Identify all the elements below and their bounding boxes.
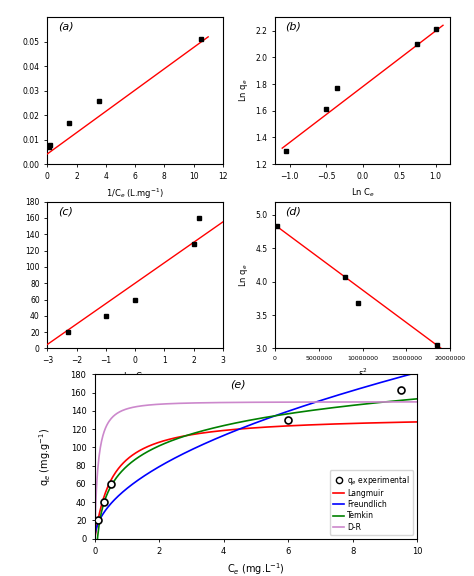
Text: (e): (e) [230, 380, 246, 389]
Langmuir [92, 533, 98, 540]
Freundlich [247, 422, 253, 429]
Temkin [414, 395, 420, 402]
Langmuir [407, 419, 412, 426]
q$_e$ experimental [398, 386, 404, 393]
Temkin [245, 417, 251, 424]
Freundlich [245, 422, 251, 429]
Line: q$_e$ experimental: q$_e$ experimental [94, 386, 404, 524]
Text: (c): (c) [58, 206, 73, 216]
D-R [407, 399, 412, 406]
Legend: q$_e$ experimental, Langmuir, Freundlich, Temkin, D-R: q$_e$ experimental, Langmuir, Freundlich… [330, 471, 413, 535]
Temkin [407, 396, 412, 403]
q$_e$ experimental [101, 499, 107, 506]
X-axis label: C$_e$ (mg.L$^{-1}$): C$_e$ (mg.L$^{-1}$) [227, 562, 285, 576]
Freundlich [266, 414, 272, 421]
X-axis label: 1/C$_e$ (L.mg$^{-1}$): 1/C$_e$ (L.mg$^{-1}$) [106, 187, 164, 201]
Text: (a): (a) [58, 22, 73, 32]
D-R [247, 399, 253, 406]
Freundlich [414, 369, 420, 376]
q$_e$ experimental [108, 480, 114, 487]
q$_e$ experimental [285, 416, 291, 423]
X-axis label: Ln C$_e$: Ln C$_e$ [123, 371, 147, 383]
Freundlich [92, 530, 98, 537]
D-R [284, 399, 290, 406]
Temkin [266, 414, 272, 420]
Langmuir [245, 425, 251, 432]
Text: (d): (d) [285, 206, 301, 216]
Langmuir [356, 420, 362, 427]
Line: Temkin: Temkin [95, 399, 417, 576]
Y-axis label: Ln q$_e$: Ln q$_e$ [237, 263, 250, 287]
Langmuir [247, 425, 253, 431]
D-R [266, 399, 272, 406]
q$_e$ experimental [95, 517, 101, 524]
Text: (b): (b) [285, 22, 301, 32]
X-axis label: ε$^2$: ε$^2$ [358, 367, 367, 379]
Line: D-R: D-R [95, 402, 417, 525]
D-R [414, 399, 420, 406]
Y-axis label: q$_e$ (mg.g$^{-1}$): q$_e$ (mg.g$^{-1}$) [37, 427, 53, 486]
Langmuir [414, 418, 420, 425]
D-R [356, 399, 362, 406]
Langmuir [266, 423, 272, 430]
Temkin [284, 411, 290, 418]
Freundlich [284, 408, 290, 415]
Freundlich [356, 385, 362, 392]
Temkin [356, 401, 362, 408]
Y-axis label: Ln q$_e$: Ln q$_e$ [237, 79, 250, 103]
Temkin [247, 416, 253, 423]
Line: Langmuir: Langmuir [95, 422, 417, 536]
D-R [92, 522, 98, 529]
Freundlich [407, 371, 412, 378]
X-axis label: Ln C$_e$: Ln C$_e$ [351, 187, 374, 199]
D-R [245, 399, 251, 406]
Langmuir [284, 422, 290, 429]
Line: Freundlich: Freundlich [95, 373, 417, 534]
